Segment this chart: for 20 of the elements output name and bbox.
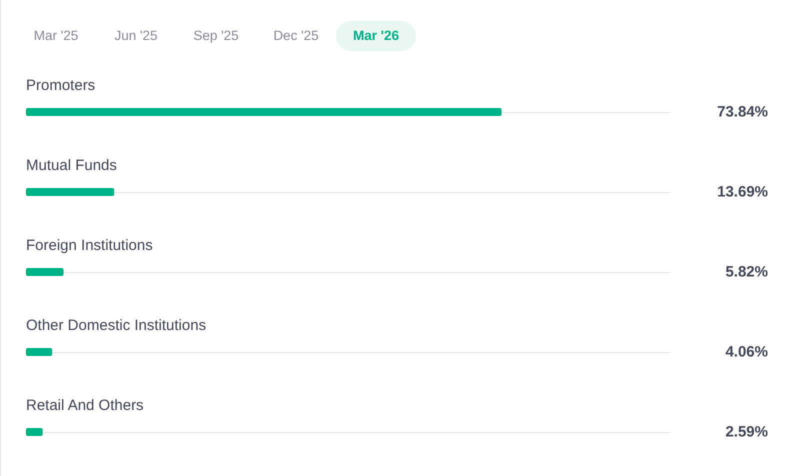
bar [26,188,114,196]
data-label: 73.84% [717,104,768,120]
y-tick-label: Other Domestic Institutions [26,317,206,334]
y-tick-label: Mutual Funds [26,157,117,174]
bar [26,428,43,436]
bar [26,268,64,276]
y-tick-label: Foreign Institutions [26,237,153,254]
data-label: 2.59% [725,424,768,440]
data-label: 5.82% [725,264,768,280]
text: Jun '25 [114,28,158,43]
data-label: 13.69% [717,184,768,200]
chart-subtitle: Mar '26 [353,28,399,43]
bar [26,348,52,356]
text: Sep '25 [193,28,239,43]
data-label: 4.06% [725,344,768,360]
y-tick-label: Retail And Others [26,397,144,414]
y-tick-label: Promoters [26,77,96,94]
bar [26,108,502,116]
text: Mar '25 [34,28,78,43]
text: Dec '25 [273,28,319,43]
